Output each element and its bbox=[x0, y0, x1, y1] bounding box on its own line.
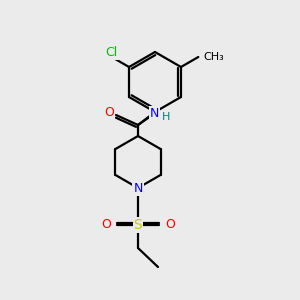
Text: N: N bbox=[133, 182, 143, 194]
Text: CH₃: CH₃ bbox=[203, 52, 224, 62]
Text: O: O bbox=[101, 218, 111, 232]
Text: O: O bbox=[104, 106, 114, 119]
Text: N: N bbox=[150, 107, 159, 120]
Text: H: H bbox=[162, 112, 171, 122]
Text: Cl: Cl bbox=[106, 46, 118, 59]
Text: O: O bbox=[165, 218, 175, 232]
Text: S: S bbox=[134, 218, 142, 232]
